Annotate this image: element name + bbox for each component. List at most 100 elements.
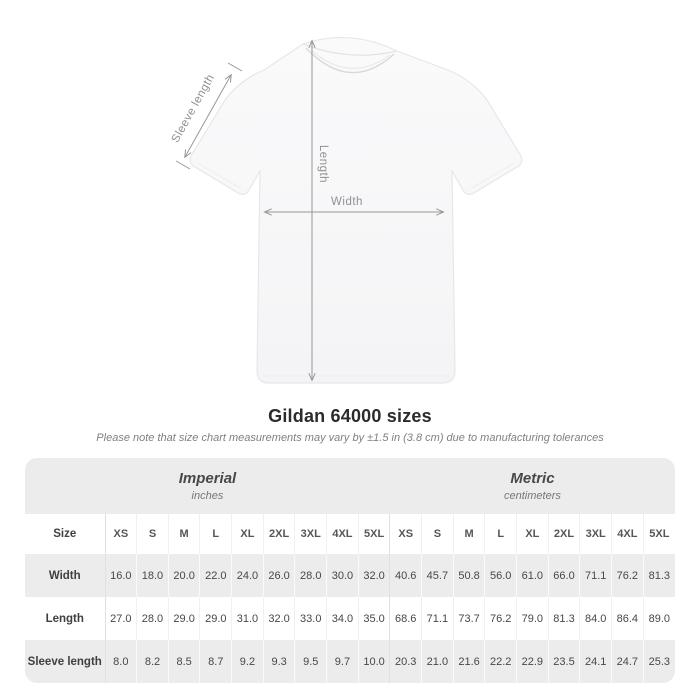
size-col-header: 2XL bbox=[262, 514, 295, 554]
title-block: Gildan 64000 sizes Please note that size… bbox=[0, 406, 700, 444]
value-cell: 29.0 bbox=[167, 597, 200, 640]
value-cell: 9.5 bbox=[294, 640, 327, 683]
value-cell: 35.0 bbox=[357, 597, 390, 640]
size-col-header: 3XL bbox=[294, 514, 327, 554]
value-cell: 22.0 bbox=[199, 554, 232, 597]
value-cell: 27.0 bbox=[104, 597, 137, 640]
metric-unit-label: centimeters bbox=[504, 490, 561, 502]
size-col-header: 4XL bbox=[326, 514, 359, 554]
unit-header-row: Imperial inches Metric centimeters bbox=[25, 458, 675, 514]
metric-label: Metric bbox=[510, 470, 555, 487]
value-cell: 29.0 bbox=[199, 597, 232, 640]
size-col-header: 4XL bbox=[611, 514, 644, 554]
left-sleeve-hem-line bbox=[197, 162, 241, 189]
value-cell: 22.2 bbox=[484, 640, 517, 683]
table-row-width: Width 16.0 18.0 20.0 22.0 24.0 26.0 28.0… bbox=[25, 554, 675, 597]
value-cell: 8.7 bbox=[199, 640, 232, 683]
sleeve-dimension-arrow bbox=[175, 62, 243, 170]
value-cell: 68.6 bbox=[389, 597, 422, 640]
length-label: Length bbox=[317, 145, 329, 183]
size-col-header: XS bbox=[104, 514, 137, 554]
row-label: Length bbox=[45, 612, 84, 625]
value-cell: 86.4 bbox=[611, 597, 644, 640]
value-cell: 24.1 bbox=[579, 640, 612, 683]
size-col-header: M bbox=[452, 514, 485, 554]
width-label: Width bbox=[331, 196, 363, 208]
value-cell: 26.0 bbox=[262, 554, 295, 597]
sleeve-tick-top bbox=[227, 62, 243, 72]
value-cell: 73.7 bbox=[452, 597, 485, 640]
value-cell: 79.0 bbox=[516, 597, 549, 640]
value-cell: 33.0 bbox=[294, 597, 327, 640]
tshirt-shape bbox=[189, 36, 523, 384]
tshirt-measurement-diagram: Length Width Sleeve length bbox=[170, 36, 523, 384]
value-cell: 9.7 bbox=[326, 640, 359, 683]
value-cell: 28.0 bbox=[294, 554, 327, 597]
size-col-header: 5XL bbox=[642, 514, 675, 554]
row-label: Width bbox=[48, 569, 81, 582]
size-col-header: L bbox=[484, 514, 517, 554]
size-col-header: XS bbox=[389, 514, 422, 554]
size-col-header: XL bbox=[516, 514, 549, 554]
size-col-header: S bbox=[421, 514, 454, 554]
size-col-header: S bbox=[136, 514, 169, 554]
size-col-header: 2XL bbox=[547, 514, 580, 554]
value-cell: 21.0 bbox=[421, 640, 454, 683]
value-cell: 30.0 bbox=[326, 554, 359, 597]
value-cell: 24.0 bbox=[231, 554, 264, 597]
imperial-group-header: Imperial inches bbox=[25, 458, 390, 514]
value-cell: 81.3 bbox=[547, 597, 580, 640]
value-cell: 8.0 bbox=[104, 640, 137, 683]
size-col-header: 3XL bbox=[579, 514, 612, 554]
value-cell: 23.5 bbox=[547, 640, 580, 683]
size-col-header: L bbox=[199, 514, 232, 554]
tolerance-note: Please note that size chart measurements… bbox=[96, 432, 604, 444]
value-cell: 28.0 bbox=[136, 597, 169, 640]
page-title: Gildan 64000 sizes bbox=[268, 406, 432, 426]
value-cell: 20.0 bbox=[167, 554, 200, 597]
value-cell: 32.0 bbox=[357, 554, 390, 597]
value-cell: 18.0 bbox=[136, 554, 169, 597]
right-sleeve-hem-line bbox=[471, 162, 515, 189]
size-col-header: M bbox=[167, 514, 200, 554]
tshirt-illustration: Length Width Sleeve length bbox=[170, 36, 523, 384]
row-label: Sleeve length bbox=[27, 655, 102, 668]
value-cell: 9.3 bbox=[262, 640, 295, 683]
table-row-length: Length 27.0 28.0 29.0 29.0 31.0 32.0 33.… bbox=[25, 597, 675, 640]
value-cell: 22.9 bbox=[516, 640, 549, 683]
value-cell: 8.2 bbox=[136, 640, 169, 683]
value-cell: 71.1 bbox=[579, 554, 612, 597]
collar-rib-line bbox=[310, 49, 391, 69]
value-cell: 71.1 bbox=[421, 597, 454, 640]
value-cell: 45.7 bbox=[421, 554, 454, 597]
value-cell: 50.8 bbox=[452, 554, 485, 597]
imperial-label: Imperial bbox=[178, 470, 237, 487]
value-cell: 9.2 bbox=[231, 640, 264, 683]
value-cell: 31.0 bbox=[231, 597, 264, 640]
size-chart-table: Imperial inches Metric centimeters Size … bbox=[25, 458, 675, 683]
metric-group-header: Metric centimeters bbox=[389, 458, 675, 514]
size-col-header: 5XL bbox=[357, 514, 390, 554]
value-cell: 89.0 bbox=[642, 597, 675, 640]
value-cell: 20.3 bbox=[389, 640, 422, 683]
size-header-row: Size XS S M L XL 2XL 3XL 4XL 5XL XS S M … bbox=[25, 514, 675, 554]
size-col-header: XL bbox=[231, 514, 264, 554]
sleeve-tick-bottom bbox=[175, 160, 191, 170]
value-cell: 10.0 bbox=[357, 640, 390, 683]
value-cell: 16.0 bbox=[104, 554, 137, 597]
value-cell: 66.0 bbox=[547, 554, 580, 597]
value-cell: 61.0 bbox=[516, 554, 549, 597]
value-cell: 24.7 bbox=[611, 640, 644, 683]
value-cell: 81.3 bbox=[642, 554, 675, 597]
imperial-unit-label: inches bbox=[191, 490, 224, 502]
value-cell: 84.0 bbox=[579, 597, 612, 640]
value-cell: 34.0 bbox=[326, 597, 359, 640]
table-row-sleeve-length: Sleeve length 8.0 8.2 8.5 8.7 9.2 9.3 9.… bbox=[25, 640, 675, 683]
value-cell: 32.0 bbox=[262, 597, 295, 640]
value-cell: 56.0 bbox=[484, 554, 517, 597]
value-cell: 40.6 bbox=[389, 554, 422, 597]
size-column-header: Size bbox=[53, 528, 77, 540]
value-cell: 76.2 bbox=[611, 554, 644, 597]
value-cell: 76.2 bbox=[484, 597, 517, 640]
